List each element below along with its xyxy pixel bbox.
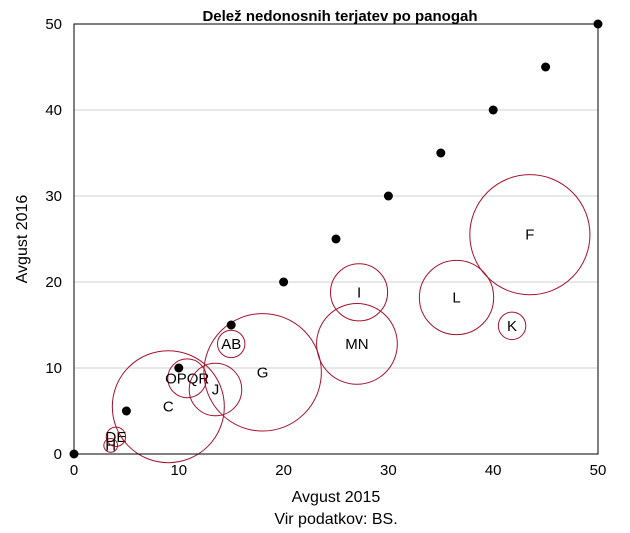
diagonal-points	[69, 19, 603, 459]
bubble-c	[111, 350, 225, 464]
diagonal-point	[436, 148, 446, 158]
x-tick-label: 10	[170, 462, 187, 479]
diagonal-point	[121, 406, 131, 416]
x-tick-label: 40	[485, 462, 502, 479]
y-tick-label: 20	[45, 274, 62, 291]
diagonal-point	[226, 320, 236, 330]
bubble-ab	[216, 329, 246, 359]
bubble-label-k: K	[507, 318, 517, 335]
bubble-label-j: J	[212, 382, 220, 399]
y-tick-label: 10	[45, 360, 62, 377]
tick-labels: 0 10 20 30 40 50 0 10 20 30 40 50	[45, 16, 606, 479]
y-tick-label: 40	[45, 102, 62, 119]
diagonal-point	[541, 62, 551, 72]
bubble-f	[469, 174, 591, 296]
bubble-label-l: L	[452, 289, 460, 306]
bubble-label-i: I	[357, 284, 361, 301]
x-tick-label: 0	[70, 462, 78, 479]
bubble-label-mn: MN	[345, 336, 368, 353]
y-axis-label: Avgust 2016	[14, 195, 31, 284]
bubble-label-h: H	[105, 437, 116, 454]
bubble-label-c: C	[163, 399, 174, 416]
bubble-label-ab: AB	[221, 336, 241, 353]
diagonal-point	[174, 363, 184, 373]
plot-frame	[73, 23, 599, 455]
chart-title: Delež nedonosnih terjatev po panogah	[202, 8, 477, 25]
grid-lines	[74, 109, 598, 369]
bubble-l	[418, 259, 495, 336]
source-note: Vir podatkov: BS.	[274, 511, 397, 528]
bubble-label-opqr: OPQR	[165, 370, 209, 387]
bubble-k	[497, 311, 527, 341]
x-tick-label: 50	[590, 462, 607, 479]
bubble-label-g: G	[257, 364, 269, 381]
bubble-label-de: DE	[105, 429, 126, 446]
bubble-g	[203, 313, 322, 432]
bubble-j	[188, 362, 243, 417]
y-tick-label: 30	[45, 188, 62, 205]
bubble-opqr	[167, 358, 208, 399]
diagonal-point	[488, 105, 498, 115]
y-tick-label: 0	[54, 446, 62, 463]
bubble-label-f: F	[525, 227, 534, 244]
x-tick-label: 20	[275, 462, 292, 479]
bubble-h	[103, 438, 119, 453]
diagonal-point	[279, 277, 289, 287]
y-tick-label: 50	[45, 16, 62, 33]
x-tick-label: 30	[380, 462, 397, 479]
diagonal-point	[383, 191, 393, 201]
x-axis-label: Avgust 2015	[292, 489, 381, 506]
bubble-mn	[316, 303, 398, 385]
diagonal-point	[331, 234, 341, 244]
bubble-i	[330, 263, 389, 322]
